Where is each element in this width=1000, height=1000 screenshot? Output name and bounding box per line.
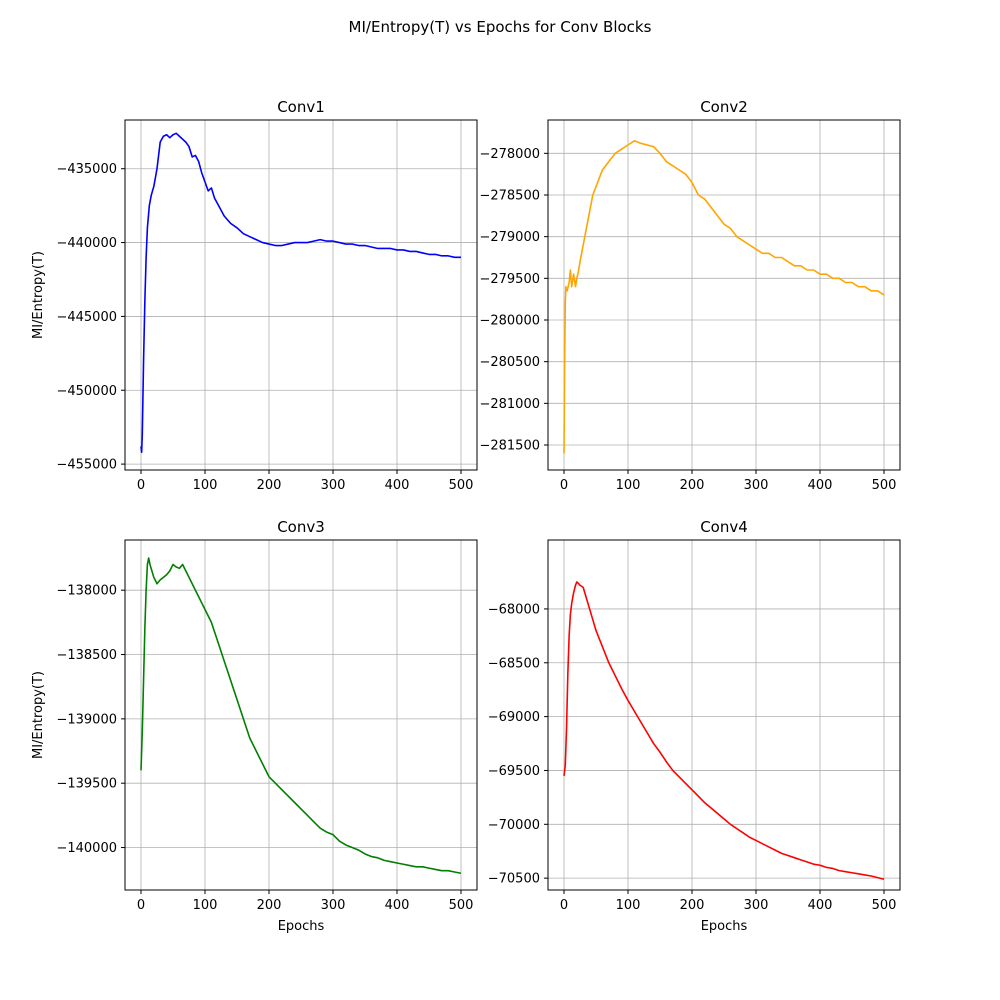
x-tick-label: 500 [449, 478, 474, 493]
subplot-title: Conv2 [700, 98, 748, 116]
x-tick-label: 100 [616, 478, 641, 493]
y-tick-label: −140000 [56, 841, 117, 856]
x-tick-label: 400 [808, 478, 833, 493]
x-axis-label: Epochs [701, 919, 748, 934]
y-tick-label: −281500 [479, 439, 540, 454]
y-tick-label: −445000 [56, 310, 117, 325]
x-tick-label: 0 [137, 898, 145, 913]
y-tick-label: −281000 [479, 397, 540, 412]
x-tick-label: 400 [385, 478, 410, 493]
y-tick-label: −69000 [488, 710, 540, 725]
x-tick-label: 100 [193, 898, 218, 913]
series-line [140, 557, 462, 875]
y-tick-label: −69500 [488, 764, 540, 779]
y-tick-label: −440000 [56, 236, 117, 251]
x-tick-label: 200 [257, 898, 282, 913]
x-axis-label: Epochs [278, 919, 325, 934]
x-tick-label: 0 [560, 478, 568, 493]
x-tick-label: 300 [744, 478, 769, 493]
subplot-title: Conv1 [277, 98, 325, 116]
x-tick-label: 300 [744, 898, 769, 913]
x-tick-label: 400 [808, 898, 833, 913]
y-tick-label: −138000 [56, 584, 117, 599]
figure-title: MI/Entropy(T) vs Epochs for Conv Blocks [349, 18, 652, 36]
subplot-conv3: 0 100 200 300 400 500 −140000 −139500 −139000 −13… [31, 518, 478, 934]
y-tick-label: −68000 [488, 602, 540, 617]
x-tick-label: 300 [321, 478, 346, 493]
axes-frame [547, 539, 901, 891]
y-tick-label: −280500 [479, 355, 540, 370]
x-tick-label: 100 [616, 898, 641, 913]
y-tick-label: −139500 [56, 777, 117, 792]
y-axis-label: MI/Entropy(T) [31, 671, 46, 759]
y-tick-label: −278000 [479, 147, 540, 162]
x-tick-label: 0 [560, 898, 568, 913]
x-tick-label: 400 [385, 898, 410, 913]
x-tick-label: 500 [872, 898, 897, 913]
y-tick-label: −278500 [479, 189, 540, 204]
series-line [140, 132, 461, 454]
x-tick-label: 0 [137, 478, 145, 493]
x-tick-label: 500 [449, 898, 474, 913]
subplot-title: Conv4 [700, 518, 748, 536]
subplot-conv4: 0 100 200 300 400 500 −70500 −70000 −69500 −69000… [488, 518, 901, 934]
x-tick-label: 300 [321, 898, 346, 913]
x-tick-label: 500 [872, 478, 897, 493]
y-tick-label: −70500 [488, 872, 540, 887]
y-tick-label: −435000 [56, 162, 117, 177]
y-tick-label: −450000 [56, 384, 117, 399]
y-tick-label: −138500 [56, 648, 117, 663]
series-line [563, 581, 885, 881]
x-tick-label: 200 [680, 478, 705, 493]
y-tick-label: −70000 [488, 818, 540, 833]
y-tick-label: −455000 [56, 458, 117, 473]
subplot-conv1: 0 100 200 300 400 500 −455000 −450000 −445000 −44… [31, 98, 478, 493]
axes-frame [124, 119, 478, 471]
y-axis-label: MI/Entropy(T) [31, 251, 46, 339]
y-tick-label: −280000 [479, 314, 540, 329]
subplot-conv2: 0 100 200 300 400 500 −281500 −281000 −280500 −28… [479, 98, 901, 493]
x-tick-label: 200 [257, 478, 282, 493]
series-line [563, 140, 885, 454]
axes-frame [124, 539, 478, 891]
y-tick-label: −139000 [56, 712, 117, 727]
y-tick-label: −279000 [479, 230, 540, 245]
y-tick-label: −68500 [488, 656, 540, 671]
x-tick-label: 200 [680, 898, 705, 913]
y-tick-label: −279500 [479, 272, 540, 287]
axes-frame [547, 119, 901, 471]
x-tick-label: 100 [193, 478, 218, 493]
subplot-title: Conv3 [277, 518, 325, 536]
